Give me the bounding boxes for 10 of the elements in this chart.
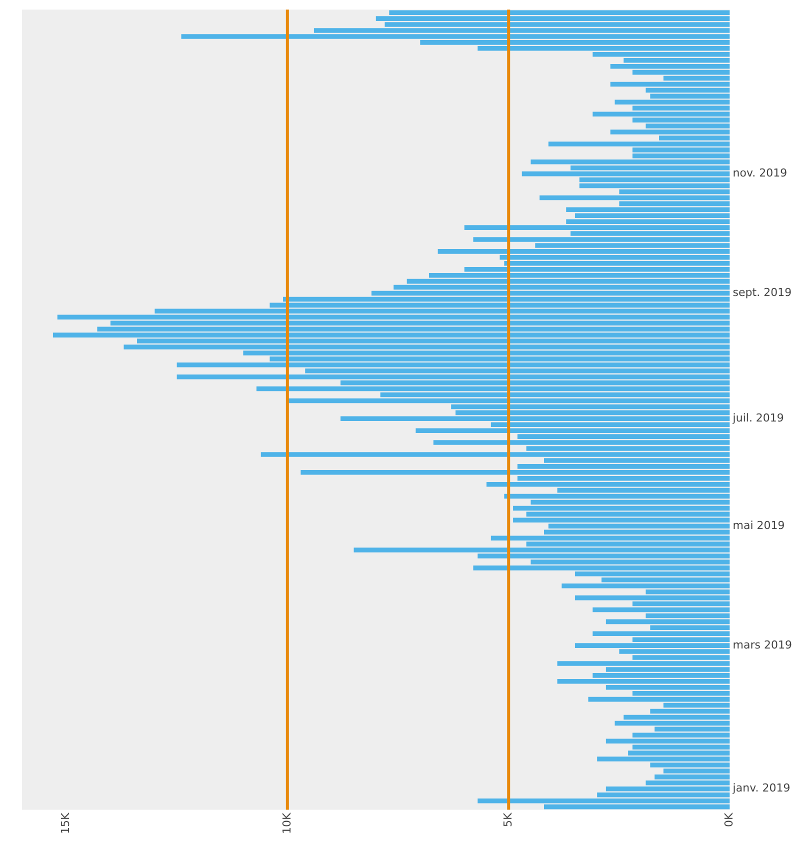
y-tick-label: janv. 2019 <box>732 782 790 795</box>
y-tick-label: mars 2019 <box>732 638 792 652</box>
y-tick-label: sept. 2019 <box>732 286 792 300</box>
x-tick-label: 0K <box>722 812 736 828</box>
y-tick-label: mai 2019 <box>732 519 785 532</box>
x-tick-label: 5K <box>501 812 514 828</box>
y-tick-label: juil. 2019 <box>732 412 784 425</box>
x-tick-label: 15K <box>59 812 72 834</box>
x-tick-label: 10K <box>280 812 294 834</box>
y-tick-label: nov. 2019 <box>732 166 788 180</box>
